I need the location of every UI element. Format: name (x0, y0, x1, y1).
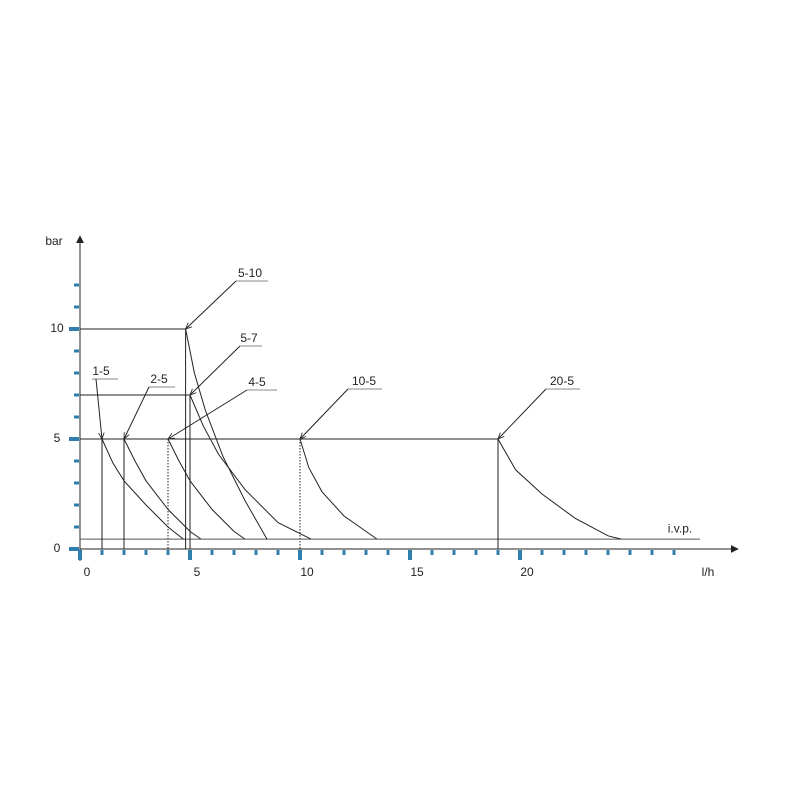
y-minor-tick (74, 371, 79, 375)
x-tick-label: 20 (520, 565, 534, 579)
leader (123, 386, 150, 439)
x-minor-tick (364, 550, 368, 555)
curve (497, 438, 622, 540)
x-minor-tick (100, 550, 104, 555)
leader (300, 388, 349, 439)
y-tick-label: 5 (54, 431, 61, 445)
x-minor-tick (320, 550, 324, 555)
x-minor-tick (342, 550, 346, 555)
x-minor-tick (474, 550, 478, 555)
curve (189, 394, 312, 540)
leader (190, 345, 241, 395)
x-tick (78, 550, 82, 560)
leader (168, 389, 248, 439)
y-minor-tick (74, 349, 79, 353)
x-axis-label: l/h (702, 565, 715, 579)
x-minor-tick (122, 550, 126, 555)
y-tick-label: 10 (50, 321, 64, 335)
series-label: 5-10 (238, 266, 262, 280)
x-minor-tick (540, 550, 544, 555)
series-label: 10-5 (352, 374, 376, 388)
x-minor-tick (628, 550, 632, 555)
x-minor-tick (562, 550, 566, 555)
x-minor-tick (166, 550, 170, 555)
y-minor-tick (74, 503, 79, 507)
x-tick (408, 550, 412, 560)
y-tick-label: 0 (54, 541, 61, 555)
series-label: 5-7 (240, 331, 258, 345)
x-minor-tick (144, 550, 148, 555)
y-tick (69, 327, 79, 331)
curve (101, 438, 184, 540)
x-minor-tick (276, 550, 280, 555)
x-minor-tick (386, 550, 390, 555)
x-tick (298, 550, 302, 560)
curve (167, 438, 246, 540)
series-label: 1-5 (92, 364, 110, 378)
curve (123, 438, 202, 540)
x-tick-label: 10 (300, 565, 314, 579)
x-minor-tick (452, 550, 456, 555)
series-label: 20-5 (550, 374, 574, 388)
curve (185, 328, 268, 540)
leader (186, 280, 237, 329)
series-label: 2-5 (150, 372, 168, 386)
y-minor-tick (74, 283, 79, 287)
reference-label: i.v.p. (668, 521, 692, 535)
x-minor-tick (672, 550, 676, 555)
y-minor-tick (74, 525, 79, 529)
y-minor-tick (74, 481, 79, 485)
x-tick (188, 550, 192, 560)
x-tick-label: 0 (84, 565, 91, 579)
y-tick (69, 437, 79, 441)
x-minor-tick (232, 550, 236, 555)
y-minor-tick (74, 459, 79, 463)
y-axis-label: bar (45, 234, 62, 248)
y-minor-tick (74, 305, 79, 309)
x-minor-tick (606, 550, 610, 555)
y-minor-tick (74, 393, 79, 397)
x-tick-label: 15 (410, 565, 424, 579)
y-tick (69, 547, 79, 551)
leader (498, 388, 547, 439)
x-minor-tick (210, 550, 214, 555)
x-minor-tick (650, 550, 654, 555)
x-minor-tick (254, 550, 258, 555)
curve (299, 438, 378, 540)
x-minor-tick (584, 550, 588, 555)
y-minor-tick (74, 415, 79, 419)
series-label: 4-5 (248, 375, 266, 389)
x-tick-label: 5 (194, 565, 201, 579)
x-minor-tick (430, 550, 434, 555)
leader (95, 378, 102, 439)
x-minor-tick (496, 550, 500, 555)
x-tick (518, 550, 522, 560)
